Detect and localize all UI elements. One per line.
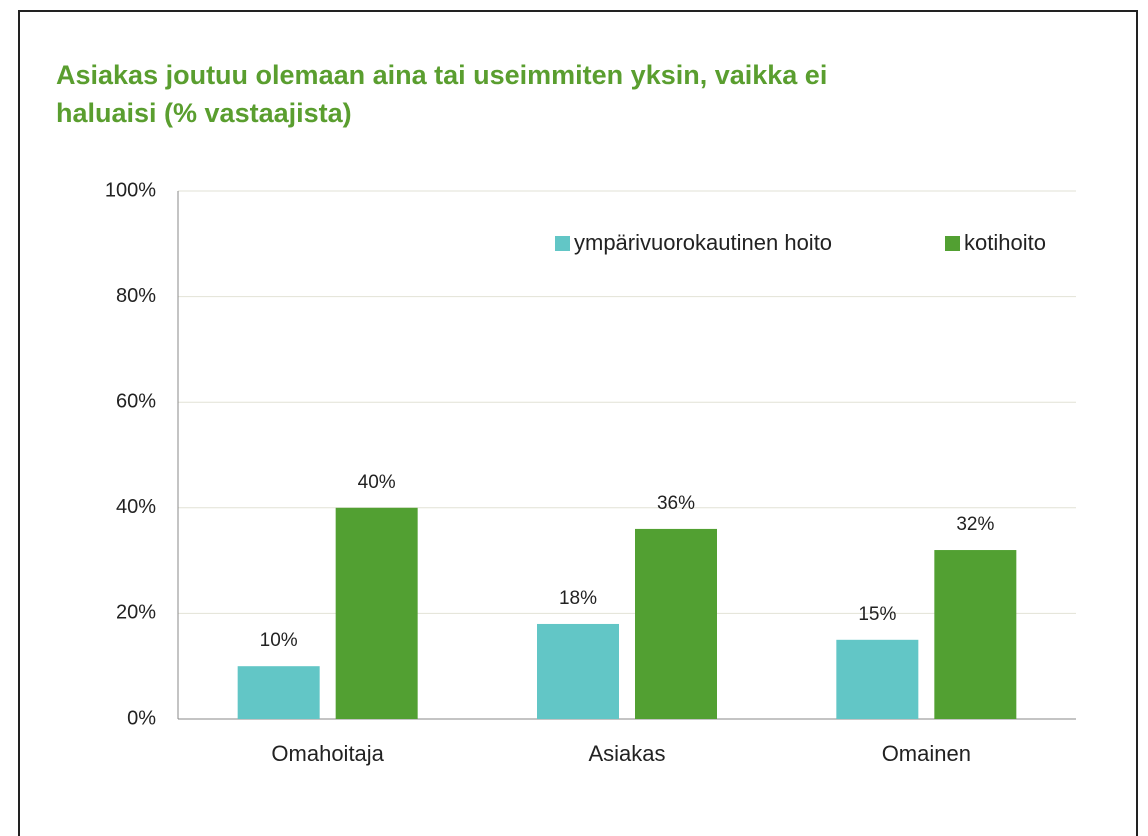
bar: [237, 666, 320, 719]
y-tick-label: 40%: [116, 496, 156, 518]
legend-label: kotihoito: [964, 230, 1046, 255]
legend-swatch: [555, 236, 570, 251]
y-tick-label: 0%: [127, 707, 156, 729]
bar: [335, 507, 418, 719]
y-tick-label: 80%: [116, 285, 156, 307]
x-tick-label: Omahoitaja: [271, 741, 384, 766]
y-tick-label: 20%: [116, 602, 156, 624]
legend-label: ympärivuorokautinen hoito: [574, 230, 832, 255]
value-label: 10%: [260, 630, 298, 651]
chart-title: Asiakas joutuu olemaan aina tai useimmit…: [56, 60, 828, 128]
bar: [635, 528, 717, 719]
value-label: 15%: [858, 604, 896, 625]
legend-swatch: [945, 236, 960, 251]
frame: [18, 10, 1138, 836]
x-tick-label: Omainen: [882, 741, 971, 766]
x-tick-label: Asiakas: [588, 741, 665, 766]
bar: [934, 550, 1017, 719]
y-tick-label: 100%: [105, 179, 156, 201]
value-label: 32%: [956, 514, 994, 535]
value-label: 36%: [657, 493, 695, 514]
y-tick-label: 60%: [116, 390, 156, 412]
bar: [836, 639, 919, 719]
value-label: 40%: [358, 472, 396, 493]
value-label: 18%: [559, 588, 597, 609]
bar: [537, 623, 619, 719]
